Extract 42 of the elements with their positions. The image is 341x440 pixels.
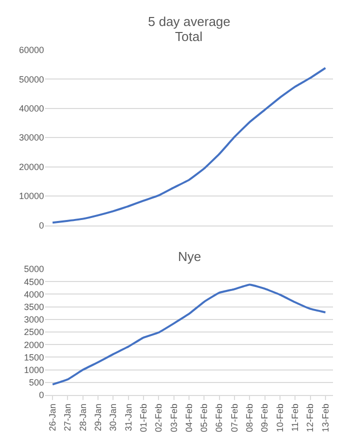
y-tick-label: 500 [28,378,44,388]
y-tick-label: 4000 [24,289,44,300]
y-tick-label: 4500 [24,276,44,287]
x-tick-label: 29-Jan [92,404,103,432]
x-tick-label: 13-Feb [320,404,330,432]
chart-title: 5 day average [148,14,230,29]
y-tick-label: 30000 [18,132,44,143]
line-series [52,67,326,224]
x-tick-label: 06-Feb [214,404,224,432]
y-tick-label: 1500 [24,352,44,362]
x-tick-label: 31-Jan [123,404,134,432]
chart-subtitle: Total [175,29,203,44]
x-tick-label: 27-Jan [62,404,73,432]
y-tick-label: 20000 [18,162,44,172]
x-tick-label: 04-Feb [184,404,194,432]
y-tick-label: 10000 [18,191,44,202]
x-tick-label: 07-Feb [229,404,240,432]
x-tick-label: 02-Feb [154,404,164,432]
x-tick-label: 01-Feb [138,404,148,432]
x-tick-label: 30-Jan [108,404,118,432]
y-tick-label: 3000 [24,314,44,325]
x-tick-label: 26-Jan [48,404,58,432]
y-tick-label: 1000 [24,364,44,375]
x-tick-label: 05-Feb [199,404,210,432]
y-tick-label: 50000 [18,74,44,84]
x-tick-label: 09-Feb [260,404,270,432]
line-series [52,284,326,386]
y-tick-label: 60000 [18,45,44,56]
chart-title: Nye [178,249,202,264]
y-tick-label: 0 [38,390,44,400]
y-tick-label: 2500 [24,327,44,338]
y-tick-label: 3500 [24,302,44,312]
x-tick-label: 12-Feb [305,404,316,432]
y-tick-label: 40000 [18,104,44,114]
x-tick-label: 08-Feb [244,404,255,432]
y-tick-label: 2000 [24,340,44,350]
x-tick-label: 28-Jan [78,404,88,432]
x-tick-label: 11-Feb [290,404,300,432]
y-tick-label: 0 [38,220,44,230]
x-tick-label: 03-Feb [168,404,179,432]
y-tick-label: 5000 [24,264,44,274]
x-tick-label: 10-Feb [274,404,285,432]
